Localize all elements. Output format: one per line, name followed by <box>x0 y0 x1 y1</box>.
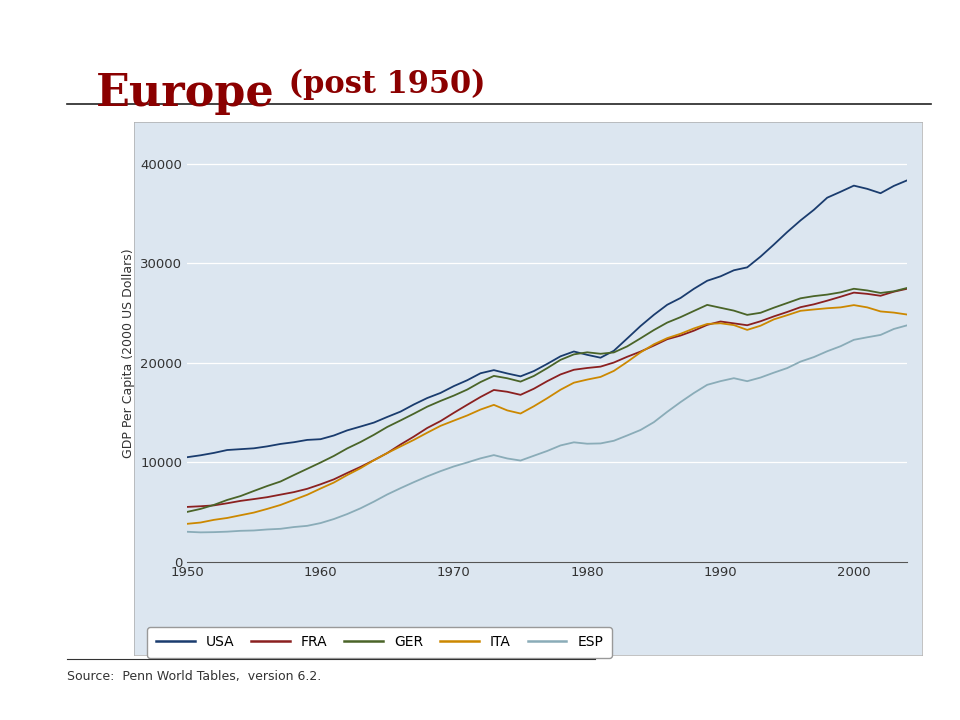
USA <box>315 435 326 444</box>
FRA <box>261 493 273 502</box>
Line: USA: USA <box>187 180 907 457</box>
USA <box>901 176 913 184</box>
Text: Source:  Penn World Tables,  version 6.2.: Source: Penn World Tables, version 6.2. <box>67 670 322 683</box>
ITA <box>448 416 460 425</box>
USA <box>448 382 460 390</box>
ITA <box>822 304 833 312</box>
ITA <box>261 505 273 513</box>
GER <box>888 287 900 296</box>
Line: FRA: FRA <box>187 289 907 507</box>
GER <box>355 438 367 446</box>
GER <box>315 458 326 467</box>
ESP <box>275 524 286 533</box>
ESP <box>368 498 379 506</box>
ESP <box>195 528 206 536</box>
FRA <box>315 480 326 489</box>
USA <box>822 194 833 202</box>
ITA <box>901 310 913 319</box>
Text: Europe: Europe <box>96 72 275 115</box>
GER <box>448 391 460 400</box>
Legend: USA, FRA, GER, ITA, ESP: USA, FRA, GER, ITA, ESP <box>147 627 612 657</box>
FRA <box>822 297 833 305</box>
USA <box>261 442 273 451</box>
ITA <box>848 301 859 310</box>
ESP <box>328 515 340 523</box>
USA <box>888 181 900 190</box>
ESP <box>835 342 847 351</box>
FRA <box>448 408 460 417</box>
ESP <box>888 325 900 333</box>
USA <box>355 422 367 431</box>
FRA <box>901 284 913 293</box>
GER <box>901 284 913 292</box>
GER <box>822 290 833 299</box>
FRA <box>181 503 193 511</box>
ITA <box>355 464 367 472</box>
ITA <box>888 308 900 317</box>
Line: ESP: ESP <box>187 325 907 532</box>
Y-axis label: GDP Per Capita (2000 US Dollars): GDP Per Capita (2000 US Dollars) <box>122 248 134 458</box>
ESP <box>901 321 913 330</box>
ESP <box>181 528 193 536</box>
ITA <box>181 520 193 528</box>
Text: (post 1950): (post 1950) <box>278 68 486 99</box>
FRA <box>888 287 900 296</box>
GER <box>261 482 273 490</box>
GER <box>181 508 193 516</box>
ESP <box>462 458 473 467</box>
Line: GER: GER <box>187 288 907 512</box>
FRA <box>355 462 367 471</box>
USA <box>181 453 193 462</box>
Line: ITA: ITA <box>187 305 907 524</box>
ITA <box>315 485 326 493</box>
